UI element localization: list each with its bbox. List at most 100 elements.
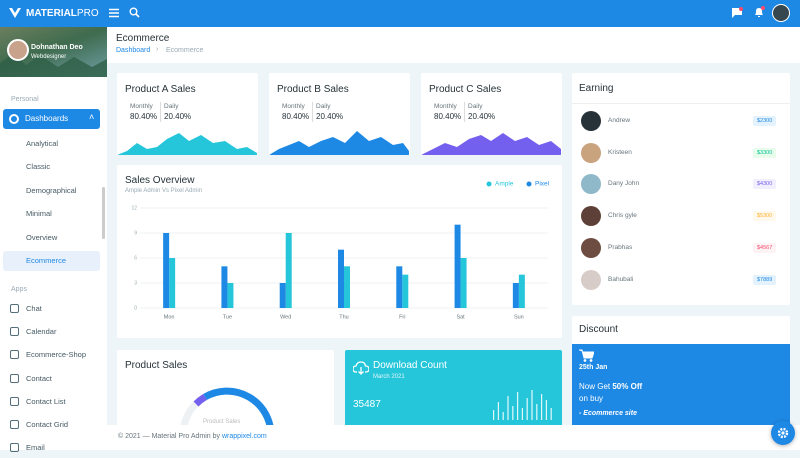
bar <box>221 266 228 308</box>
submenu-item[interactable]: Classic <box>3 157 100 177</box>
divider <box>572 103 790 104</box>
stat-value: 80.40% <box>130 112 158 121</box>
menu-label: Calendar <box>26 327 57 337</box>
area-shape <box>269 131 409 155</box>
menu-item[interactable]: Email <box>3 438 100 458</box>
menu-item[interactable]: Chat <box>3 299 100 319</box>
legend-label: Ample <box>495 181 514 188</box>
sidebar: Dohnathan Deo Webdesigner Personal Dashbo… <box>0 27 107 453</box>
avatar <box>581 269 601 290</box>
card-title: Download Count <box>373 360 447 371</box>
card-title: Product Sales <box>125 360 188 371</box>
menu-toggle[interactable] <box>109 8 119 18</box>
spark-bar <box>512 406 514 420</box>
chart-subtitle: Ample Admin Vs Pixel Admin <box>125 188 203 194</box>
discount-banner: 25th Jan Now Get 50% Off on buy - Ecomme… <box>572 344 790 430</box>
menu-item[interactable]: Calendar <box>3 322 100 342</box>
spark-bar <box>497 402 499 420</box>
discount-offer: Now Get 50% Off <box>579 382 642 391</box>
area-shape <box>117 133 257 155</box>
submenu-item[interactable]: Demographical <box>3 181 100 201</box>
x-tick-label: Fri <box>399 314 405 320</box>
stat-label: Daily <box>468 103 483 110</box>
legend-label: Pixel <box>535 181 550 188</box>
stat-value: 20.40% <box>468 112 496 121</box>
footer-link[interactable]: wrappixel.com <box>222 433 267 440</box>
spark-bar <box>536 404 538 420</box>
discount-card: Discount 25th Jan Now Get 50% Off on buy… <box>572 316 790 430</box>
spark-bar <box>507 396 509 420</box>
product-sales-card: Product Sales Product Sales <box>117 350 334 430</box>
menu-item-active[interactable]: Dashboards ˄ <box>3 109 100 129</box>
menu-icon <box>10 350 19 360</box>
submenu-label: Demographical <box>26 185 77 195</box>
menu-label: Contact <box>26 373 52 383</box>
menu-label: Dashboards <box>25 114 69 123</box>
submenu-label: Analytical <box>26 139 59 148</box>
cart-icon <box>579 349 594 362</box>
bar <box>344 266 350 308</box>
sales-overview-card: Sales Overview Ample Admin Vs Pixel Admi… <box>117 165 562 338</box>
footer-copy: © 2021 — Material Pro Admin by <box>118 433 221 440</box>
product-card: Product A Sales Monthly 80.40% Daily 20.40% <box>117 73 258 155</box>
y-tick-label: 9 <box>134 230 137 236</box>
section-heading: Apps <box>11 286 27 293</box>
offer-highlight: 50% Off <box>612 382 643 391</box>
submenu-item[interactable]: Ecommerce <box>3 251 100 271</box>
earning-badge: $7889 <box>753 274 777 285</box>
y-tick-label: 12 <box>131 205 137 211</box>
earning-name: Kristeen <box>608 148 632 156</box>
settings-button[interactable] <box>771 421 795 445</box>
stat-label: Monthly <box>130 103 153 110</box>
spark-bar <box>541 394 543 420</box>
offer-text: on buy <box>579 394 604 403</box>
sparkline <box>493 390 552 420</box>
spark-bar <box>517 392 519 420</box>
menu-item[interactable]: Ecommerce-Shop <box>3 345 100 365</box>
menu-item[interactable]: Contact List <box>3 392 100 412</box>
y-tick-label: 3 <box>134 280 137 286</box>
x-tick-label: Sat <box>456 314 465 320</box>
submenu-item[interactable]: Minimal <box>3 204 100 224</box>
menu-icon <box>10 304 19 313</box>
area-shape <box>421 133 561 155</box>
profile-name: Dohnathan Deo <box>31 44 83 51</box>
menu-icon <box>10 396 19 406</box>
card-title: Earning <box>579 83 614 94</box>
page-title: Ecommerce <box>116 33 170 44</box>
earning-badge: $3300 <box>753 147 777 158</box>
card-title: Product B Sales <box>277 84 349 95</box>
menu-item[interactable]: Contact Grid <box>3 415 100 435</box>
footer-text: © 2021 — Material Pro Admin by wrappixel… <box>118 433 267 440</box>
earning-name: Dany John <box>608 180 640 188</box>
mountains <box>0 53 107 77</box>
menu-label: Chat <box>26 304 42 313</box>
profile-role[interactable]: Webdesigner <box>31 54 67 60</box>
search-button[interactable] <box>129 7 140 18</box>
x-tick-label: Sun <box>514 314 524 320</box>
user-avatar[interactable] <box>772 4 790 22</box>
bar <box>454 224 461 308</box>
avatar <box>581 174 601 195</box>
stat-divider <box>464 102 465 122</box>
menu-item[interactable]: Contact <box>3 369 100 389</box>
breadcrumb-link[interactable]: Dashboard <box>116 47 151 54</box>
stat-value: 80.40% <box>282 112 310 121</box>
logo-icon <box>9 8 21 18</box>
stat-divider <box>312 102 313 122</box>
notifications-button[interactable] <box>753 6 765 19</box>
section-heading: Personal <box>11 96 39 103</box>
discount-date: 25th Jan <box>579 364 608 371</box>
submenu-item[interactable]: Analytical <box>3 134 100 154</box>
bar <box>285 233 292 308</box>
breadcrumb-current: Ecommerce <box>166 47 204 54</box>
card-date: March 2021 <box>373 374 405 380</box>
bar <box>279 283 286 308</box>
messages-button[interactable] <box>731 7 743 19</box>
profile-banner: Dohnathan Deo Webdesigner <box>0 27 107 77</box>
discount-site: - Ecommerce site <box>579 410 637 417</box>
x-tick-label: Thu <box>339 314 348 320</box>
submenu-item[interactable]: Overview <box>3 228 100 248</box>
earning-card: Earning Andrew $2300 Kristeen $3300 Dany Joh… <box>572 73 790 305</box>
